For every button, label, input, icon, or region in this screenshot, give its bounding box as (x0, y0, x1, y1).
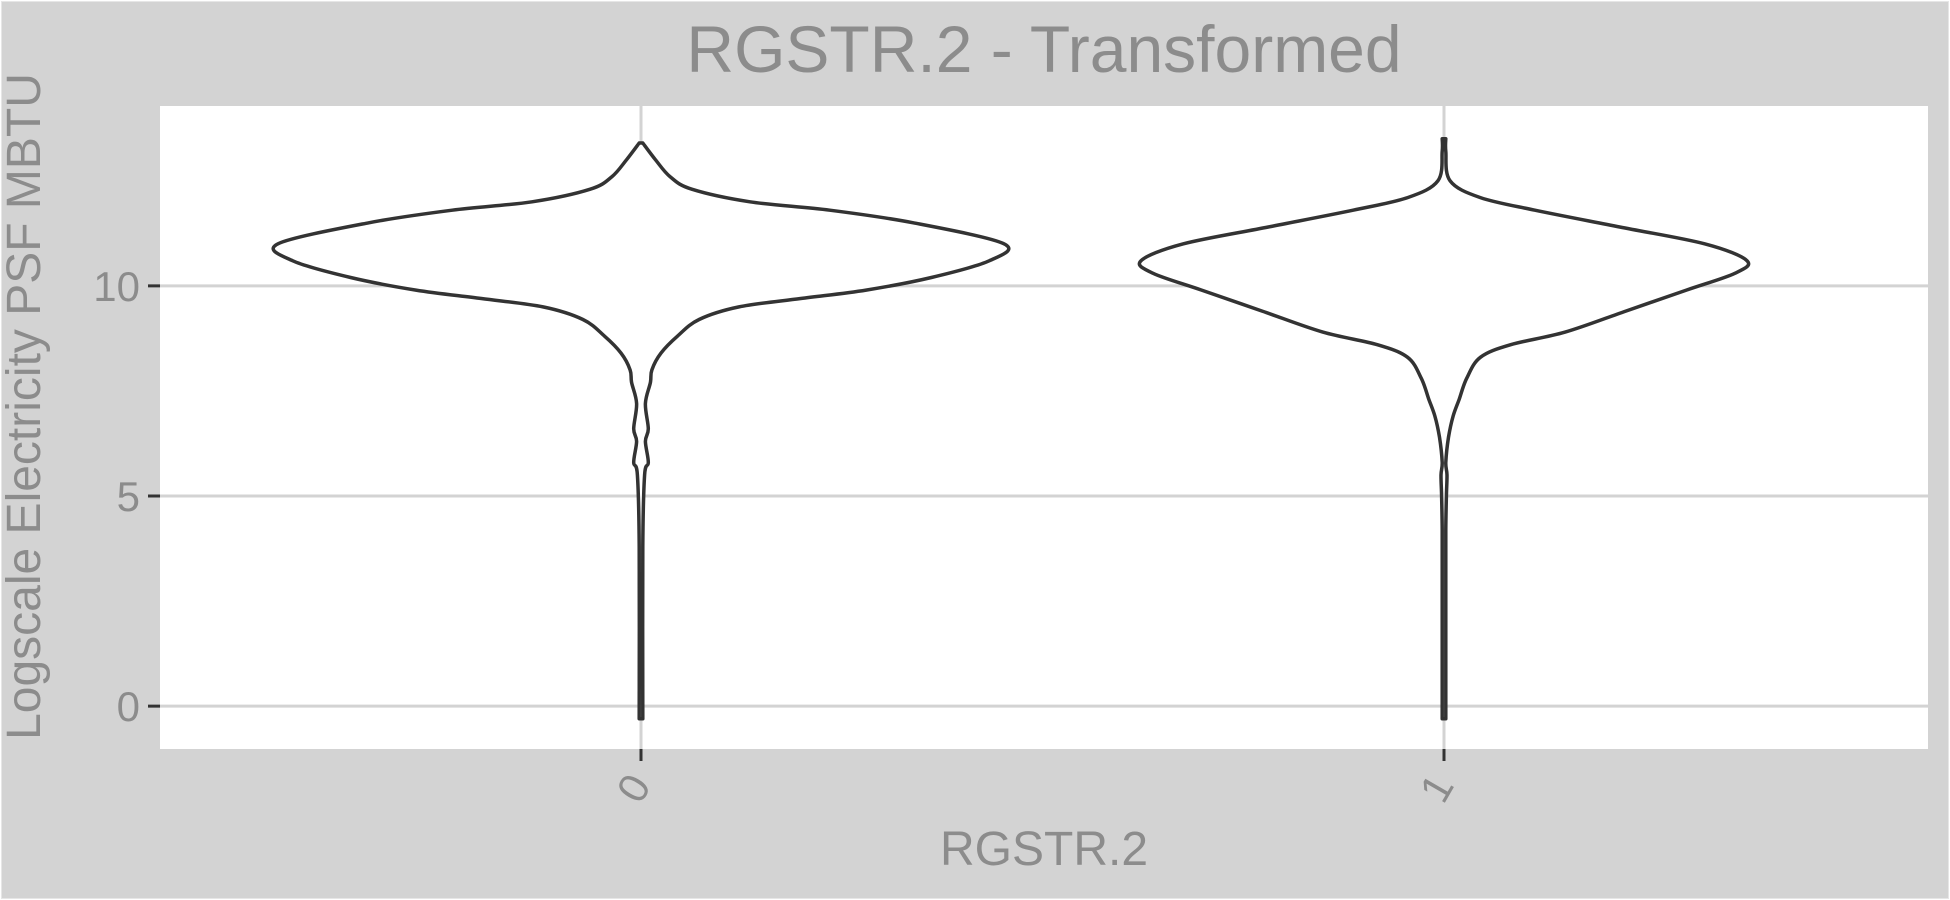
x-tick-label: 1 (1410, 766, 1462, 810)
violin-0 (271, 141, 1011, 721)
violins (271, 137, 1751, 721)
plot-panel (160, 106, 1928, 749)
y-tick-label: 5 (117, 473, 140, 520)
x-axis-title: RGSTR.2 (940, 823, 1148, 876)
chart-title: RGSTR.2 - Transformed (686, 12, 1401, 86)
y-tick-label: 10 (93, 263, 140, 310)
x-tick-label: 0 (607, 766, 659, 810)
y-axis-title: Logscale Electricity PSF MBTU (0, 73, 51, 740)
y-tick-label: 0 (117, 683, 140, 730)
violin-1 (1137, 137, 1751, 721)
